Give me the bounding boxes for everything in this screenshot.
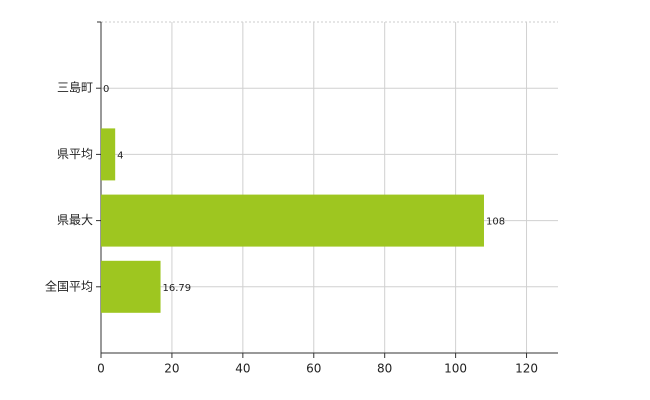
y-tick-label: 全国平均 — [45, 278, 93, 293]
y-tick-label: 県平均 — [57, 147, 93, 161]
x-tick-label: 80 — [377, 362, 392, 376]
value-label: 108 — [486, 217, 505, 228]
x-tick-label: 120 — [515, 362, 538, 376]
x-tick-label: 60 — [306, 362, 321, 376]
bar — [101, 128, 116, 181]
x-tick-label: 40 — [235, 362, 250, 376]
y-tick-label: 三島町 — [57, 80, 93, 95]
bar — [101, 260, 161, 313]
x-tick-label: 0 — [97, 362, 105, 376]
x-tick-label: 20 — [164, 362, 179, 376]
bar — [101, 194, 484, 247]
y-tick-label: 県最大 — [57, 213, 93, 227]
value-label: 0 — [103, 84, 109, 95]
value-label: 4 — [117, 150, 123, 161]
value-label: 16.79 — [163, 283, 192, 294]
x-tick-label: 100 — [444, 362, 467, 376]
